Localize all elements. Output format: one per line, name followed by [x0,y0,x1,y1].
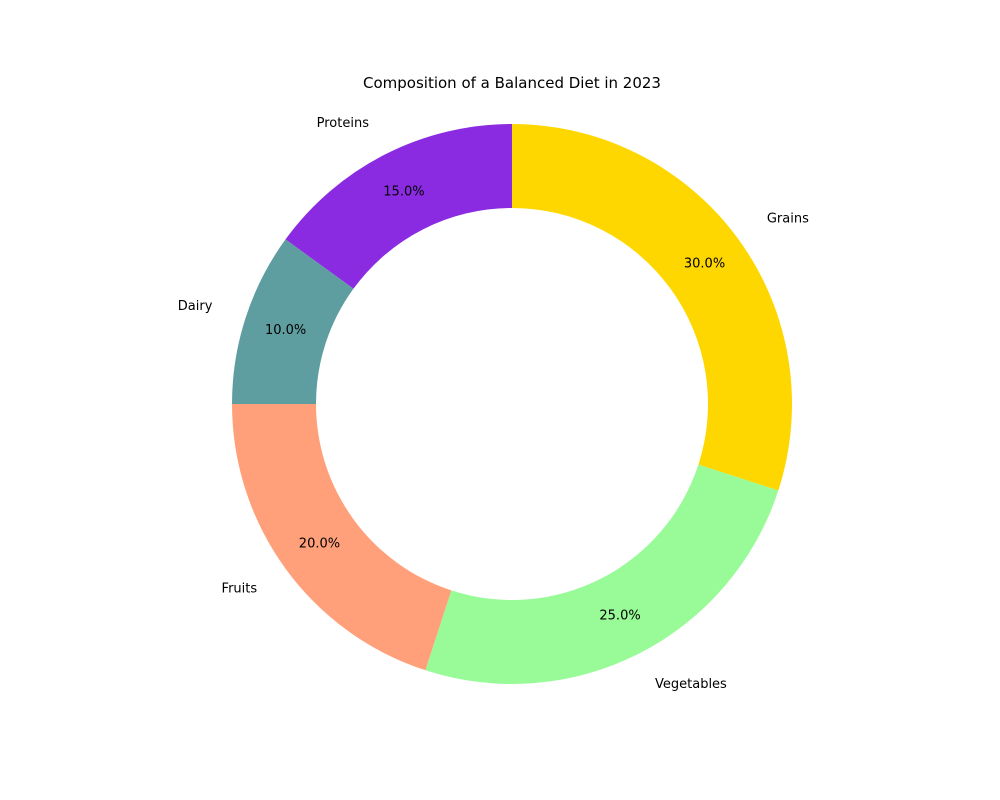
category-label-dairy: Dairy [178,299,213,314]
pct-label-grains: 30.0% [684,257,725,272]
donut-slices [232,124,792,684]
slice-grains [512,124,792,491]
slice-vegetables [425,464,779,684]
pct-label-dairy: 10.0% [265,323,306,338]
chart-title: Composition of a Balanced Diet in 2023 [363,74,661,92]
category-label-vegetables: Vegetables [655,677,727,692]
category-label-fruits: Fruits [222,582,258,597]
category-label-proteins: Proteins [317,116,370,131]
category-label-grains: Grains [767,211,809,226]
slice-fruits [232,404,452,671]
slice-dairy [232,239,354,404]
pct-label-fruits: 20.0% [299,536,340,551]
slice-proteins [285,124,512,289]
pct-label-proteins: 15.0% [383,184,424,199]
pct-label-vegetables: 25.0% [599,609,640,624]
category-labels: Grains Proteins Dairy Fruits Vegetables [178,116,809,692]
percentage-labels: 30.0% 15.0% 10.0% 20.0% 25.0% [265,184,725,623]
